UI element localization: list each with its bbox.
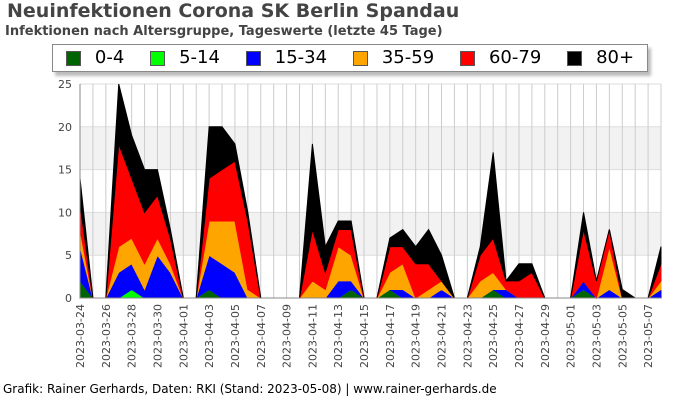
legend-item-35-59: 35-59: [352, 47, 435, 69]
legend-item-5-14: 5-14: [150, 47, 220, 69]
x-tick-label: 2023-04-15: [358, 304, 371, 368]
x-tick-label: 2023-03-28: [126, 304, 139, 368]
y-tick-label: 20: [58, 121, 72, 134]
x-tick-label: 2023-05-05: [616, 304, 629, 368]
y-tick-label: 15: [58, 164, 72, 177]
legend-item-0-4: 0-4: [65, 47, 125, 69]
x-tick-label: 2023-04-21: [436, 304, 449, 368]
x-tick-label: 2023-04-17: [384, 304, 397, 368]
x-tick-label: 2023-03-24: [74, 304, 87, 368]
legend-swatch: [352, 50, 368, 66]
x-tick-label: 2023-04-09: [281, 304, 294, 368]
y-tick-label: 25: [58, 78, 72, 91]
x-tick-label: 2023-04-25: [487, 304, 500, 368]
legend-label: 0-4: [94, 47, 125, 68]
y-tick-label: 0: [65, 292, 72, 305]
legend-swatch: [150, 50, 166, 66]
x-tick-label: 2023-03-26: [100, 304, 113, 368]
x-tick-label: 2023-04-23: [461, 304, 474, 368]
grid-band: [80, 126, 661, 170]
legend: 0-4 5-14 15-34 35-59 60-79 80+: [52, 44, 648, 72]
x-tick-label: 2023-04-29: [539, 304, 552, 368]
legend-item-15-34: 15-34: [245, 47, 328, 69]
x-tick-label: 2023-04-27: [513, 304, 526, 368]
grid-band: [80, 212, 661, 256]
x-tick-label: 2023-05-01: [565, 304, 578, 368]
legend-label: 60-79: [488, 47, 542, 68]
x-tick-label: 2023-04-01: [177, 304, 190, 368]
x-tick-label: 2023-04-03: [203, 304, 216, 368]
legend-swatch: [459, 50, 475, 66]
legend-item-80+: 80+: [567, 47, 634, 69]
x-tick-label: 2023-05-03: [590, 304, 603, 368]
legend-label: 5-14: [179, 47, 220, 68]
y-tick-label: 5: [65, 249, 72, 262]
chart-subtitle: Infektionen nach Altersgruppe, Tageswert…: [5, 24, 443, 39]
x-tick-label: 2023-04-07: [255, 304, 268, 368]
chart-title: Neuinfektionen Corona SK Berlin Spandau: [7, 0, 460, 22]
footer-credit: Grafik: Rainer Gerhards, Daten: RKI (Sta…: [3, 382, 497, 396]
legend-swatch: [65, 50, 81, 66]
x-tick-label: 2023-04-11: [306, 304, 319, 368]
legend-label: 15-34: [274, 47, 328, 68]
legend-swatch: [245, 50, 261, 66]
y-tick-label: 10: [58, 206, 72, 219]
legend-label: 35-59: [381, 47, 435, 68]
x-tick-label: 2023-03-30: [151, 304, 164, 368]
x-tick-label: 2023-05-07: [642, 304, 655, 368]
legend-item-60-79: 60-79: [459, 47, 542, 69]
x-tick-label: 2023-04-19: [410, 304, 423, 368]
x-tick-label: 2023-04-13: [332, 304, 345, 368]
legend-swatch: [567, 50, 583, 66]
legend-label: 80+: [596, 47, 635, 68]
x-tick-label: 2023-04-05: [229, 304, 242, 368]
